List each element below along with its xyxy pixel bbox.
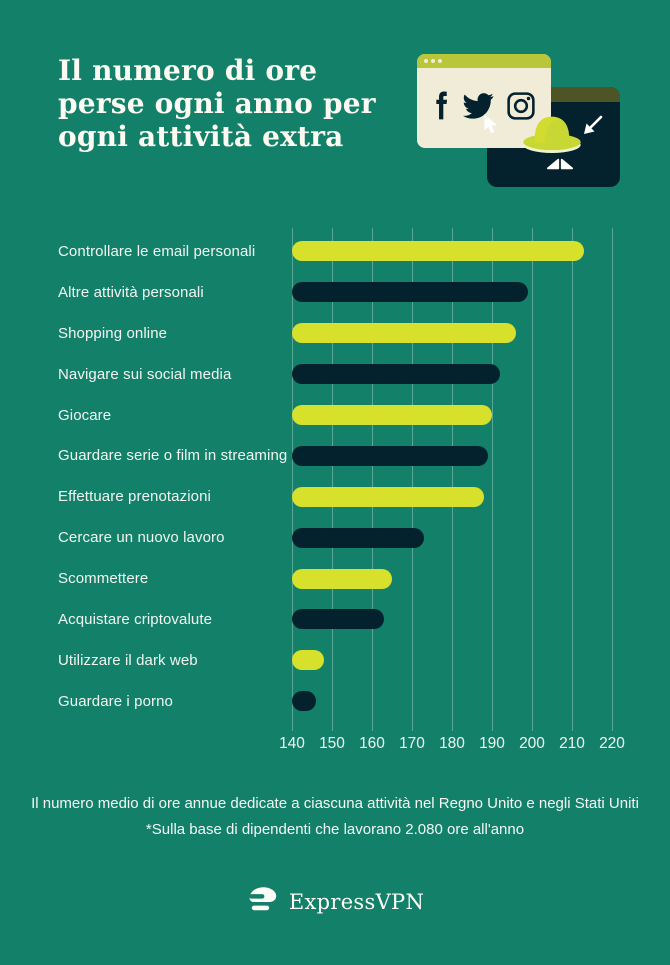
gridline [612,228,613,731]
gridline [452,228,453,731]
chart-row: Effettuare prenotazioni [0,476,670,517]
window-dot [424,59,428,63]
expressvpn-logo-icon [246,886,280,918]
x-axis-tick-label: 220 [599,735,625,752]
spy-hat-icon [521,112,583,159]
brand-logo: ExpressVPN [0,886,670,918]
chart-row: Altre attività personali [0,272,670,313]
chart-row: Guardare serie o film in streaming [0,435,670,476]
bar [292,241,584,262]
instagram-icon [506,91,535,125]
bar [292,650,324,671]
bar-label: Altre attività personali [58,283,204,301]
gridline [372,228,373,731]
bar [292,445,488,466]
gridline [292,228,293,731]
bar [292,486,484,507]
chart-row: Navigare sui social media [0,354,670,395]
spy-eyes-icon [547,157,573,176]
bar-label: Acquistare criptovalute [58,610,213,628]
footnote: Il numero medio di ore annue dedicate a … [0,791,670,842]
bar-label: Navigare sui social media [58,365,232,383]
bar-label: Effettuare prenotazioni [58,488,211,506]
gridline [492,228,493,731]
chart-row: Shopping online [0,313,670,354]
x-axis-tick-label: 150 [319,735,345,752]
bar [292,323,516,344]
chart-row: Cercare un nuovo lavoro [0,517,670,558]
chart-row: Scommettere [0,558,670,599]
x-axis-tick-label: 170 [399,735,425,752]
bar [292,568,392,589]
x-axis-tick-label: 200 [519,735,545,752]
social-icons-row [417,68,551,148]
bar-label: Guardare serie o film in streaming [58,447,288,465]
bar [292,364,500,385]
brand-name: ExpressVPN [288,890,425,914]
bar [292,282,528,303]
bar-label: Shopping online [58,324,168,342]
x-axis-tick-label: 190 [479,735,505,752]
chart-row: Guardare i porno [0,681,670,722]
bar-label: Scommettere [58,570,149,588]
facebook-icon [434,91,450,125]
gridline [332,228,333,731]
bar [292,691,316,712]
pointer-cursor-icon [483,114,498,139]
window-dot [438,59,442,63]
gridline [532,228,533,731]
x-axis-tick-label: 180 [439,735,465,752]
chart-row: Utilizzare il dark web [0,640,670,681]
gridline [572,228,573,731]
chart-row: Giocare [0,395,670,436]
x-axis: 140 150 160 170 180 190 200 210 220 [0,735,670,755]
bar [292,527,424,548]
browser-window [417,54,551,148]
window-dot [431,59,435,63]
chart-row: Acquistare criptovalute [0,599,670,640]
twitter-icon [462,92,494,124]
footnote-line-1: Il numero medio di ore annue dedicate a … [31,795,639,812]
footnote-line-2: *Sulla base di dipendenti che lavorano 2… [145,820,525,838]
bar-label: Cercare un nuovo lavoro [58,529,225,547]
gridline [412,228,413,731]
page-title: Il numero di ore perse ogni anno per ogn… [58,54,376,153]
bar-chart: Controllare le email personali Altre atti… [0,231,670,722]
chart-row: Controllare le email personali [0,231,670,272]
chart-gridlines [292,228,613,731]
header-illustration [417,54,620,187]
bar-label: Giocare [58,406,112,424]
bar-label: Utilizzare il dark web [58,651,198,669]
x-axis-tick-label: 210 [559,735,585,752]
x-axis-tick-label: 140 [279,735,305,752]
bar [292,405,492,425]
bar [292,609,384,630]
bar-label: Guardare i porno [58,692,174,710]
bar-label: Controllare le email personali [58,242,256,260]
x-axis-tick-label: 160 [359,735,385,752]
arrow-cursor-icon [582,115,603,141]
browser-titlebar [417,54,551,68]
